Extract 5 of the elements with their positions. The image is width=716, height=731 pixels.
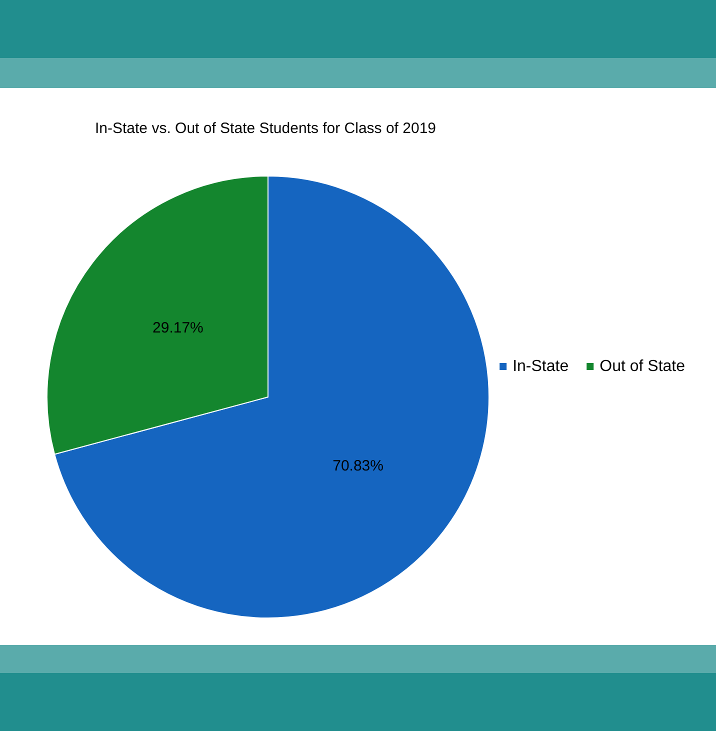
data-label: 70.83% [332, 458, 384, 475]
chart-title: In-State vs. Out of State Students for Class of 2019 [95, 120, 436, 137]
legend-label: Out of State [600, 358, 686, 375]
data-label: 29.17% [152, 319, 204, 336]
legend-label: In-State [512, 358, 569, 375]
